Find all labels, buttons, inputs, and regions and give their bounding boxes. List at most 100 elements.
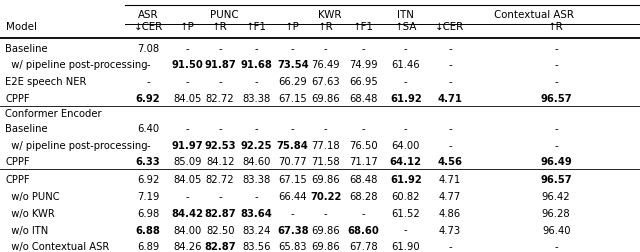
Text: w/ pipeline post-processing: w/ pipeline post-processing [5, 140, 148, 150]
Text: 77.18: 77.18 [312, 140, 340, 150]
Text: -: - [362, 208, 365, 218]
Text: -: - [448, 241, 452, 251]
Text: ↑F1: ↑F1 [246, 22, 267, 32]
Text: -: - [448, 123, 452, 133]
Text: 84.05: 84.05 [173, 174, 202, 184]
Text: -: - [218, 44, 222, 53]
Text: w/o ITN: w/o ITN [5, 225, 49, 235]
Text: ↑F1: ↑F1 [353, 22, 374, 32]
Text: -: - [448, 60, 452, 70]
Text: ASR: ASR [138, 10, 159, 20]
Text: E2E speech NER: E2E speech NER [5, 77, 86, 87]
Text: 61.46: 61.46 [392, 60, 420, 70]
Text: 6.92: 6.92 [137, 174, 159, 184]
Text: -: - [362, 123, 365, 133]
Text: -: - [404, 225, 408, 235]
Text: 82.50: 82.50 [206, 225, 234, 235]
Text: 7.08: 7.08 [137, 44, 159, 53]
Text: 91.97: 91.97 [172, 140, 204, 150]
Text: 6.33: 6.33 [136, 157, 161, 167]
Text: -: - [554, 140, 558, 150]
Text: 84.12: 84.12 [206, 157, 234, 167]
Text: ITN: ITN [397, 10, 414, 20]
Text: 64.00: 64.00 [392, 140, 420, 150]
Text: 61.92: 61.92 [390, 93, 422, 104]
Text: 4.86: 4.86 [439, 208, 461, 218]
Text: CPPF: CPPF [5, 157, 29, 167]
Text: -: - [404, 123, 408, 133]
Text: -: - [147, 60, 150, 70]
Text: 66.95: 66.95 [349, 77, 378, 87]
Text: 69.86: 69.86 [312, 225, 340, 235]
Text: ↓CER: ↓CER [134, 22, 163, 32]
Text: -: - [255, 44, 259, 53]
Text: 84.00: 84.00 [173, 225, 202, 235]
Text: Model: Model [6, 22, 37, 32]
Text: -: - [147, 77, 150, 87]
Text: ↑P: ↑P [285, 22, 300, 32]
Text: w/o Contextual ASR: w/o Contextual ASR [5, 241, 109, 251]
Text: -: - [218, 123, 222, 133]
Text: 84.42: 84.42 [172, 208, 204, 218]
Text: 85.09: 85.09 [173, 157, 202, 167]
Text: 91.87: 91.87 [204, 60, 236, 70]
Text: Contextual ASR: Contextual ASR [494, 10, 574, 20]
Text: 91.68: 91.68 [241, 60, 273, 70]
Text: 70.22: 70.22 [310, 191, 342, 201]
Text: Baseline: Baseline [5, 44, 48, 53]
Text: ↑R: ↑R [318, 22, 333, 32]
Text: 61.90: 61.90 [392, 241, 420, 251]
Text: 68.48: 68.48 [349, 174, 378, 184]
Text: 67.38: 67.38 [277, 225, 308, 235]
Text: 91.50: 91.50 [172, 60, 204, 70]
Text: -: - [554, 77, 558, 87]
Text: Baseline: Baseline [5, 123, 48, 133]
Text: -: - [404, 44, 408, 53]
Text: ↑P: ↑P [180, 22, 195, 32]
Text: -: - [255, 77, 259, 87]
Text: 82.87: 82.87 [204, 241, 236, 251]
Text: -: - [186, 123, 189, 133]
Text: -: - [554, 241, 558, 251]
Text: 67.15: 67.15 [278, 93, 307, 104]
Text: 70.77: 70.77 [278, 157, 307, 167]
Text: Conformer Encoder: Conformer Encoder [5, 109, 102, 119]
Text: w/o KWR: w/o KWR [5, 208, 55, 218]
Text: 92.53: 92.53 [204, 140, 236, 150]
Text: 82.72: 82.72 [206, 174, 234, 184]
Text: 6.92: 6.92 [136, 93, 161, 104]
Text: 76.50: 76.50 [349, 140, 378, 150]
Text: -: - [554, 123, 558, 133]
Text: 96.57: 96.57 [540, 174, 572, 184]
Text: 6.40: 6.40 [137, 123, 159, 133]
Text: 69.86: 69.86 [312, 174, 340, 184]
Text: 83.56: 83.56 [243, 241, 271, 251]
Text: -: - [554, 60, 558, 70]
Text: 92.25: 92.25 [241, 140, 273, 150]
Text: 84.26: 84.26 [173, 241, 202, 251]
Text: ↓CER: ↓CER [435, 22, 465, 32]
Text: -: - [324, 44, 328, 53]
Text: 61.92: 61.92 [390, 174, 422, 184]
Text: 83.38: 83.38 [243, 174, 271, 184]
Text: KWR: KWR [319, 10, 342, 20]
Text: 4.73: 4.73 [439, 225, 461, 235]
Text: 4.56: 4.56 [437, 157, 463, 167]
Text: -: - [448, 77, 452, 87]
Text: 7.19: 7.19 [137, 191, 159, 201]
Text: 73.54: 73.54 [277, 60, 308, 70]
Text: 71.17: 71.17 [349, 157, 378, 167]
Text: CPPF: CPPF [5, 93, 29, 104]
Text: -: - [218, 191, 222, 201]
Text: -: - [291, 123, 294, 133]
Text: -: - [291, 208, 294, 218]
Text: 82.72: 82.72 [206, 93, 234, 104]
Text: 6.98: 6.98 [137, 208, 159, 218]
Text: -: - [404, 77, 408, 87]
Text: -: - [255, 123, 259, 133]
Text: ↑R: ↑R [548, 22, 564, 32]
Text: -: - [324, 123, 328, 133]
Text: -: - [554, 44, 558, 53]
Text: 67.63: 67.63 [312, 77, 340, 87]
Text: 75.84: 75.84 [277, 140, 308, 150]
